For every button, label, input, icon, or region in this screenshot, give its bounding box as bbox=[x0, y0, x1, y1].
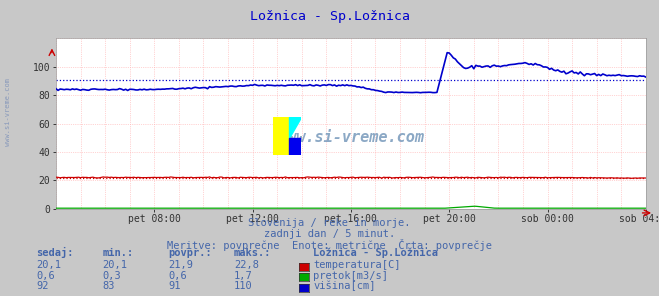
Text: Meritve: povprečne  Enote: metrične  Črta: povprečje: Meritve: povprečne Enote: metrične Črta:… bbox=[167, 239, 492, 251]
Text: maks.:: maks.: bbox=[234, 248, 272, 258]
Text: Slovenija / reke in morje.: Slovenija / reke in morje. bbox=[248, 218, 411, 229]
Text: 83: 83 bbox=[102, 281, 115, 292]
Text: Ložnica - Sp.Ložnica: Ložnica - Sp.Ložnica bbox=[250, 10, 409, 23]
Text: 91: 91 bbox=[168, 281, 181, 292]
Text: sedaj:: sedaj: bbox=[36, 247, 74, 258]
Text: višina[cm]: višina[cm] bbox=[313, 281, 376, 292]
Text: pretok[m3/s]: pretok[m3/s] bbox=[313, 271, 388, 281]
Text: 92: 92 bbox=[36, 281, 49, 292]
Text: temperatura[C]: temperatura[C] bbox=[313, 260, 401, 271]
Text: www.si-vreme.com: www.si-vreme.com bbox=[5, 78, 11, 147]
Text: 0,3: 0,3 bbox=[102, 271, 121, 281]
Polygon shape bbox=[289, 117, 301, 138]
Text: Ložnica - Sp.Ložnica: Ložnica - Sp.Ložnica bbox=[313, 247, 438, 258]
Text: 21,9: 21,9 bbox=[168, 260, 193, 271]
Text: min.:: min.: bbox=[102, 248, 133, 258]
Text: 20,1: 20,1 bbox=[36, 260, 61, 271]
Text: 0,6: 0,6 bbox=[36, 271, 55, 281]
Text: www.si-vreme.com: www.si-vreme.com bbox=[278, 130, 424, 145]
Bar bbox=[273, 117, 289, 155]
Text: 20,1: 20,1 bbox=[102, 260, 127, 271]
Text: 110: 110 bbox=[234, 281, 252, 292]
Text: povpr.:: povpr.: bbox=[168, 248, 212, 258]
Text: 22,8: 22,8 bbox=[234, 260, 259, 271]
Text: zadnji dan / 5 minut.: zadnji dan / 5 minut. bbox=[264, 229, 395, 239]
Text: 0,6: 0,6 bbox=[168, 271, 186, 281]
Polygon shape bbox=[289, 138, 301, 155]
Text: 1,7: 1,7 bbox=[234, 271, 252, 281]
